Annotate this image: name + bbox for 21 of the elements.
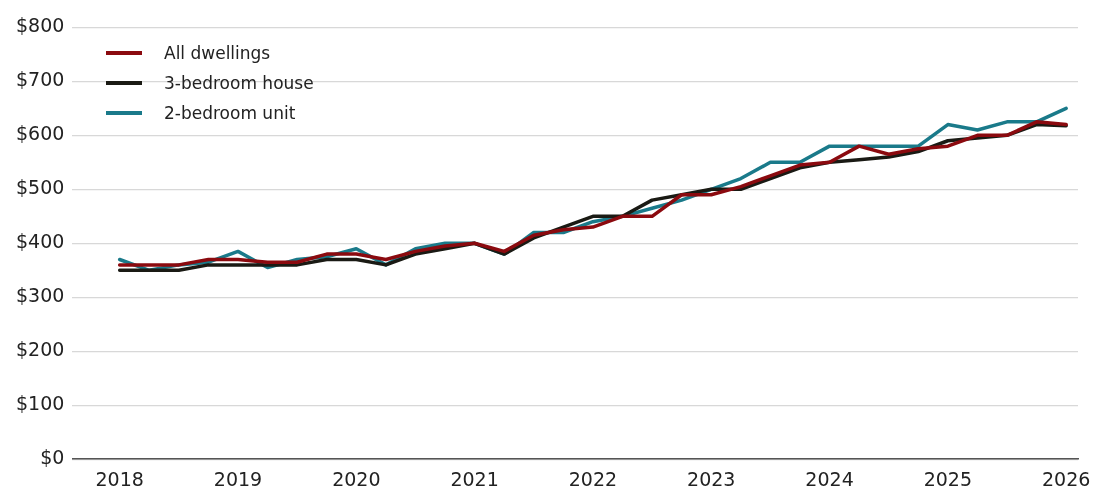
y-tick-label: $0 xyxy=(40,446,65,469)
y-tick-label: $200 xyxy=(15,338,65,361)
x-tick-label: 2019 xyxy=(213,467,263,490)
x-tick-label: 2026 xyxy=(1041,467,1091,490)
x-tick-label: 2021 xyxy=(450,467,499,490)
legend-label: All dwellings xyxy=(164,42,271,65)
x-tick-label: 2022 xyxy=(568,467,618,490)
legend-label: 2-bedroom unit xyxy=(164,102,296,125)
y-tick-label: $800 xyxy=(15,14,65,37)
x-tick-label: 2024 xyxy=(805,467,854,490)
x-tick-label: 2020 xyxy=(332,467,381,490)
y-tick-label: $600 xyxy=(15,122,65,145)
y-tick-label: $100 xyxy=(15,392,65,415)
y-tick-label: $400 xyxy=(15,230,65,253)
legend-label: 3-bedroom house xyxy=(164,72,314,95)
y-tick-label: $500 xyxy=(15,176,65,199)
y-tick-label: $300 xyxy=(15,284,65,307)
x-tick-label: 2025 xyxy=(923,467,973,490)
x-tick-label: 2018 xyxy=(95,467,144,490)
x-tick-label: 2023 xyxy=(687,467,736,490)
y-tick-label: $700 xyxy=(15,68,65,91)
